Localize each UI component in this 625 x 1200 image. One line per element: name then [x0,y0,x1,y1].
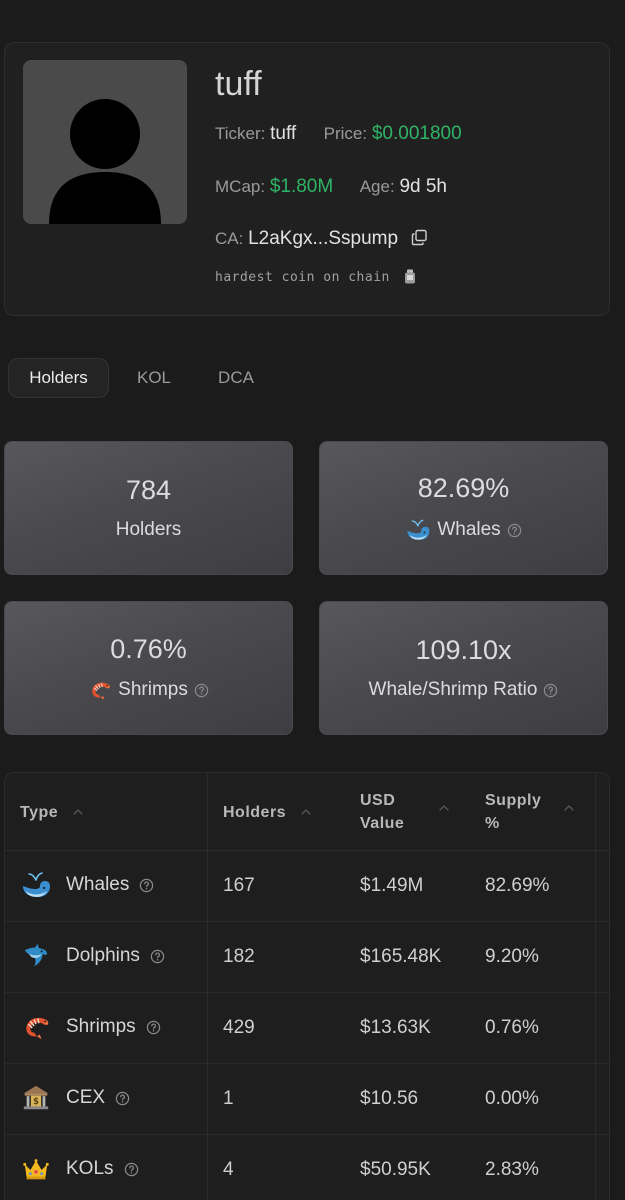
dolphin-icon [21,941,51,971]
stat-value: 0.76% [110,634,187,664]
sort-arrow-icon [438,804,450,812]
coin-name: tuff [215,65,262,103]
avatar [23,60,187,224]
help-icon[interactable] [150,949,165,964]
copy-icon[interactable] [411,229,428,251]
help-icon[interactable] [543,683,558,698]
stat-label-text: Shrimps [118,679,188,700]
stat-value: 109.10x [415,635,512,665]
ca-value: L2aKgx...Sspump [248,228,399,249]
column-header-label: Supply % [485,792,542,832]
stat-card-whales: 82.69% Whales [319,441,608,575]
row-holders: 429 [223,1017,255,1038]
help-icon[interactable] [507,523,522,538]
row-holders: 4 [223,1159,234,1180]
column-header-holders[interactable]: Holders [223,801,312,824]
whale-icon [20,869,52,901]
help-icon[interactable] [146,1020,161,1035]
row-holders: 1 [223,1088,234,1109]
table-row[interactable]: CEX 1 $10.56 0.00% [5,1064,609,1135]
stat-label-text: Whales [437,519,501,540]
crown-icon [21,1154,51,1184]
stat-label: Holders [116,519,181,541]
ca-label: CA: [215,229,244,248]
price-label: Price: [323,124,368,143]
column-header-type[interactable]: Type [20,801,84,824]
tab-dca[interactable]: DCA [218,368,254,387]
description-text: hardest coin on chain [215,270,390,285]
row-type: Dolphins [66,945,140,966]
tab-holders[interactable]: Holders [8,358,109,398]
row-usd-value: $10.56 [360,1088,419,1109]
shrimp-icon [88,678,112,702]
stat-label: Whale/Shrimp Ratio [369,679,559,701]
table-row[interactable]: KOLs 4 $50.95K 2.83% [5,1135,609,1200]
stat-value: 784 [125,475,172,505]
ticker-value: tuff [270,123,297,144]
stat-card-shrimps: 0.76% Shrimps [4,601,293,735]
help-icon[interactable] [139,878,154,893]
contract-address-row: CA: L2aKgx...Sspump [215,228,428,251]
help-icon[interactable] [124,1162,139,1177]
row-supply: 0.76% [485,1017,539,1038]
column-header-supply[interactable]: Supply % [485,789,555,835]
ticker-price-row: Ticker: tuff Price: $0.001800 [215,123,462,145]
age-value: 9d 5h [399,176,447,197]
stat-label-text: Holders [115,519,182,540]
mcap-value: $1.80M [269,176,334,197]
price-value: $0.001800 [371,123,462,144]
jar-icon [404,269,416,284]
row-usd-value: $1.49M [360,875,424,896]
holders-table: Type Holders USD Value Supply % Whales 1… [4,772,610,1200]
help-icon[interactable] [194,683,209,698]
row-usd-value: $13.63K [360,1017,431,1038]
stat-card-holders: 784 Holders [4,441,293,575]
stat-value: 82.69% [417,473,510,503]
coin-description: hardest coin on chain [215,269,416,285]
column-header-usd-value[interactable]: USD Value [360,789,420,835]
column-header-label: USD Value [360,792,405,832]
row-holders: 167 [223,875,255,896]
table-header: Type Holders USD Value Supply % [5,773,609,851]
table-row[interactable]: Dolphins 182 $165.48K 9.20% [5,922,609,993]
row-holders: 182 [223,946,255,967]
row-supply: 9.20% [485,946,539,967]
stat-label: Shrimps [88,678,209,702]
shrimp-icon [21,1012,51,1042]
token-profile-card: tuff Ticker: tuff Price: $0.001800 MCap:… [4,42,610,316]
user-placeholder-icon [49,99,161,224]
table-row[interactable]: Whales 167 $1.49M 82.69% [5,851,609,922]
stat-card-whale-shrimp-ratio: 109.10x Whale/Shrimp Ratio [319,601,608,735]
row-type: Whales [66,874,130,895]
column-header-label: Type [20,804,59,821]
bank-icon [21,1083,51,1113]
tab-kol[interactable]: KOL [136,368,172,387]
column-header-label: Holders [223,804,287,821]
row-supply: 82.69% [485,875,550,896]
sort-arrow-icon [72,808,84,816]
ticker-label: Ticker: [215,124,266,143]
mcap-label: MCap: [215,177,266,196]
sort-arrow-icon [563,804,575,812]
row-type: Shrimps [66,1016,136,1037]
table-row[interactable]: Shrimps 429 $13.63K 0.76% [5,993,609,1064]
age-label: Age: [359,177,395,196]
row-supply: 0.00% [485,1088,539,1109]
stat-label: Whales [405,517,521,543]
row-type: KOLs [66,1158,114,1179]
whale-icon [405,517,431,543]
mcap-age-row: MCap: $1.80M Age: 9d 5h [215,176,447,198]
stat-label-text: Whale/Shrimp Ratio [368,679,538,700]
help-icon[interactable] [115,1091,130,1106]
row-usd-value: $165.48K [360,946,442,967]
row-supply: 2.83% [485,1159,539,1180]
sort-arrow-icon [300,808,312,816]
row-usd-value: $50.95K [360,1159,431,1180]
row-type: CEX [66,1087,106,1108]
